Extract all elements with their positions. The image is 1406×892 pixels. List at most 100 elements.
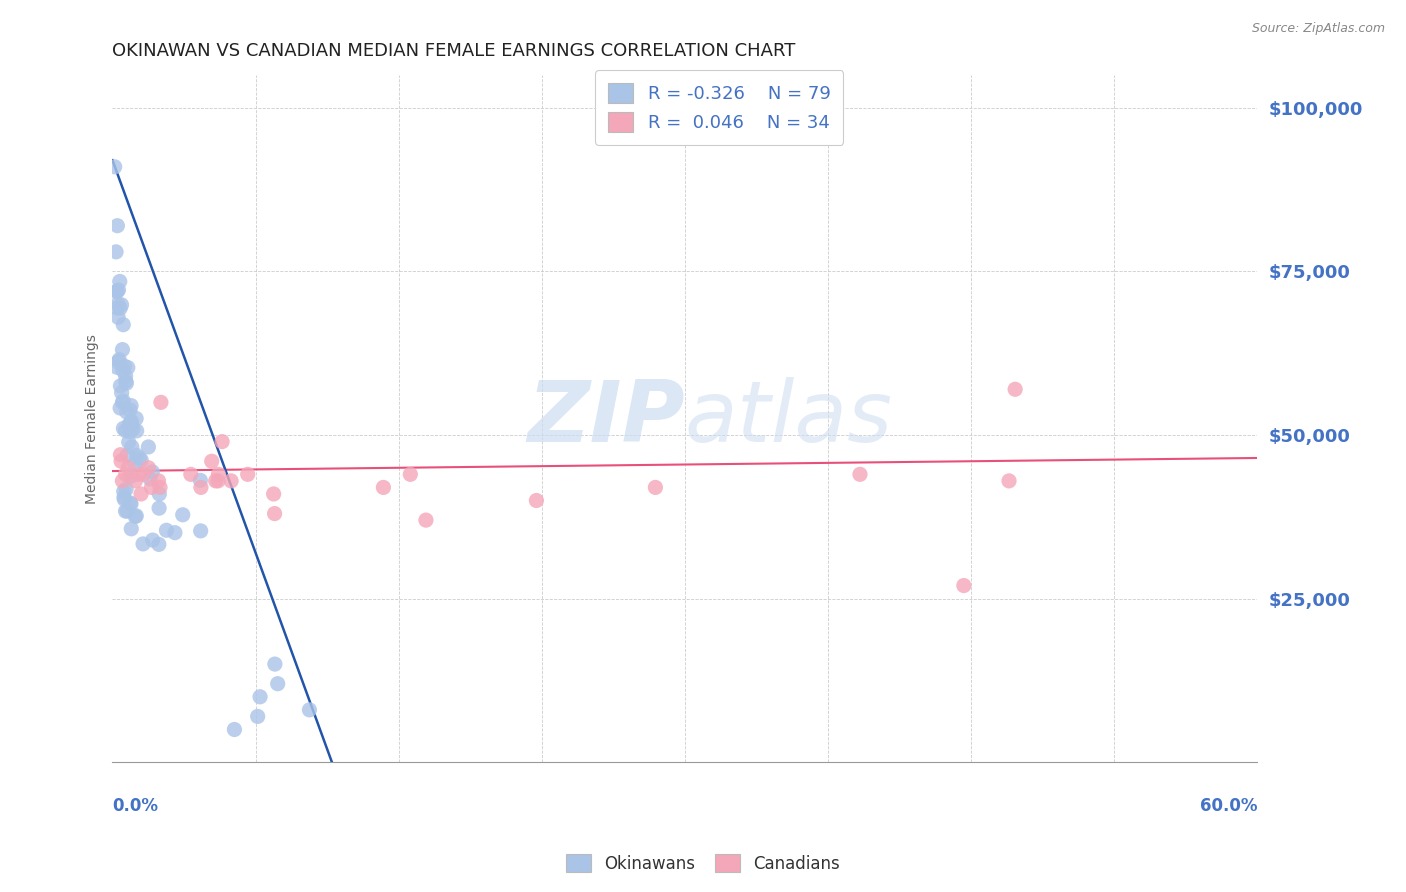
Point [124,474,146,488]
Point [139,472,162,486]
Point [219,474,242,488]
Point [201,454,224,468]
Point [263,507,285,521]
Point [114,375,136,389]
Point [138,460,160,475]
Point [105,284,128,298]
Point [172,508,194,522]
Point [224,723,246,737]
Point [110,298,132,312]
Point [107,355,129,369]
Point [114,424,136,438]
Point [132,537,155,551]
Point [112,484,135,499]
Point [138,440,160,454]
Point [125,411,148,425]
Point [111,395,134,409]
Point [112,492,135,507]
Point [121,440,143,454]
Y-axis label: Median Female Earnings: Median Female Earnings [86,334,100,504]
Point [120,522,142,536]
Point [129,453,152,467]
Point [120,414,142,428]
Point [105,219,128,233]
Point [124,457,146,471]
Text: ZIP: ZIP [527,377,685,460]
Point [128,450,150,465]
Point [107,310,129,325]
Point [415,513,437,527]
Point [125,448,148,462]
Point [190,480,212,494]
Point [120,399,142,413]
Point [644,480,666,494]
Point [188,474,211,488]
Point [211,434,233,449]
Point [118,425,141,439]
Point [180,467,202,482]
Point [125,424,148,438]
Point [115,482,138,496]
Point [105,360,128,375]
Point [1004,382,1026,396]
Point [132,467,155,482]
Point [120,496,142,510]
Point [204,474,226,488]
Text: 0.0%: 0.0% [112,797,159,814]
Point [118,435,141,450]
Point [117,360,139,375]
Point [114,504,136,518]
Point [115,405,138,419]
Point [141,480,163,494]
Point [263,657,285,671]
Point [148,474,170,488]
Point [141,465,163,479]
Point [110,454,132,468]
Point [111,343,134,357]
Point [117,460,139,475]
Text: OKINAWAN VS CANADIAN MEDIAN FEMALE EARNINGS CORRELATION CHART: OKINAWAN VS CANADIAN MEDIAN FEMALE EARNI… [112,42,796,60]
Point [399,467,422,482]
Point [148,537,170,551]
Point [249,690,271,704]
Point [122,422,145,436]
Point [111,385,134,400]
Point [120,469,142,483]
Point [110,448,132,462]
Point [526,493,548,508]
Point [115,376,138,391]
Point [105,244,128,259]
Point [105,301,128,315]
Point [236,467,259,482]
Point [128,467,150,482]
Point [120,497,142,511]
Point [149,395,172,409]
Point [110,379,132,393]
Point [125,508,148,523]
Point [849,467,872,482]
Point [124,509,146,524]
Text: atlas: atlas [685,377,893,460]
Legend: R = -0.326    N = 79, R =  0.046    N = 34: R = -0.326 N = 79, R = 0.046 N = 34 [595,70,844,145]
Point [107,283,129,297]
Point [207,474,229,488]
Point [115,504,138,518]
Text: Source: ZipAtlas.com: Source: ZipAtlas.com [1251,22,1385,36]
Point [108,401,131,415]
Point [190,524,212,538]
Point [267,676,290,690]
Point [373,480,395,494]
Point [118,417,141,432]
Point [108,301,131,316]
Point [121,417,143,432]
Point [107,297,129,311]
Point [114,467,136,482]
Point [112,318,135,332]
Point [108,275,131,289]
Point [112,359,135,374]
Point [118,403,141,417]
Point [104,160,127,174]
Point [148,487,170,501]
Point [142,533,165,547]
Point [129,487,152,501]
